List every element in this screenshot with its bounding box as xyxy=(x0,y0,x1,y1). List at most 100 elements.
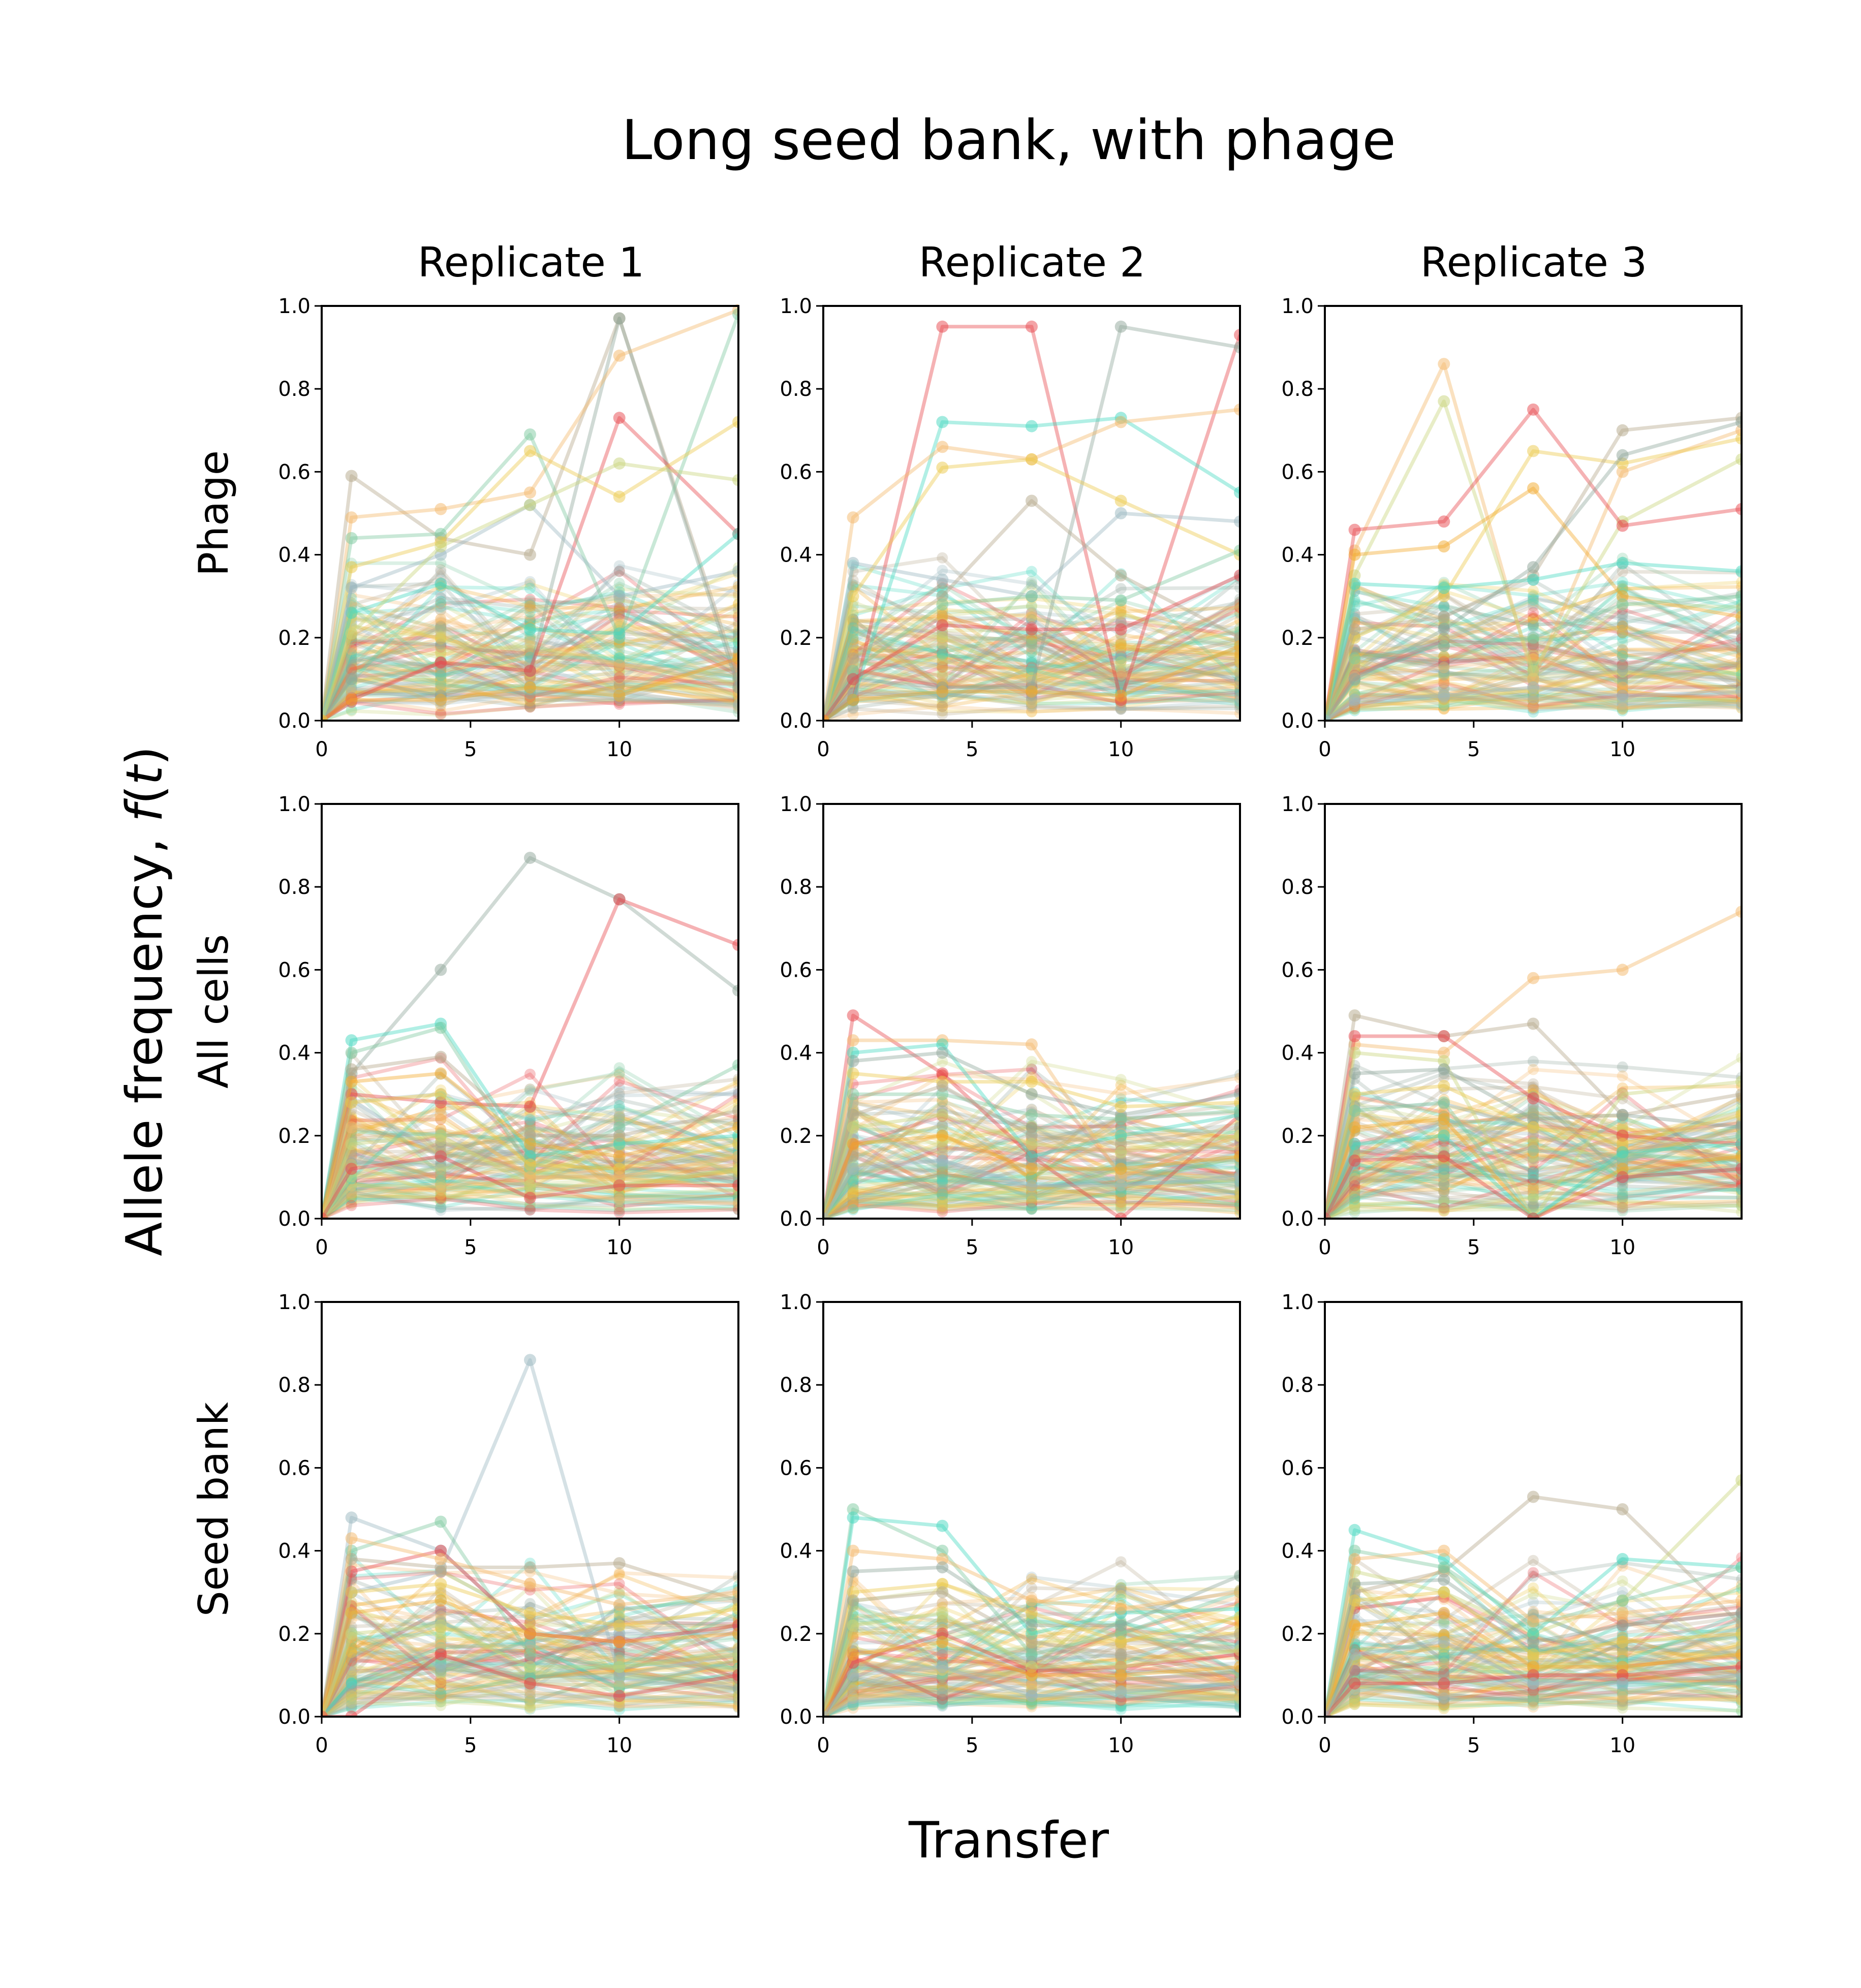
background-point xyxy=(524,1083,536,1095)
series-line xyxy=(322,1155,738,1219)
background-point xyxy=(937,665,948,677)
series-line xyxy=(823,1084,1240,1219)
background-point xyxy=(1026,672,1037,684)
series-point xyxy=(1348,652,1361,665)
background-point xyxy=(346,1185,357,1197)
series-line xyxy=(823,1134,1240,1219)
background-point xyxy=(1438,668,1450,680)
background-point xyxy=(1115,669,1127,680)
series-point xyxy=(524,1661,536,1673)
background-point xyxy=(937,1170,948,1182)
background-trajectory xyxy=(823,1101,1240,1219)
background-trajectory xyxy=(322,1179,738,1219)
background-point xyxy=(937,1699,948,1711)
background-point xyxy=(1528,1192,1539,1204)
background-point xyxy=(435,620,447,632)
series-point xyxy=(435,1648,447,1661)
background-point xyxy=(733,693,738,705)
background-point xyxy=(346,662,357,673)
axes-frame xyxy=(822,803,1241,1220)
background-trajectory xyxy=(1325,653,1742,721)
background-trajectory xyxy=(322,1618,738,1717)
background-trajectory xyxy=(823,586,1240,721)
background-point xyxy=(937,1649,948,1661)
background-point xyxy=(937,610,948,622)
background-point xyxy=(1617,620,1628,632)
background-trajectory xyxy=(823,1119,1240,1219)
background-trajectory xyxy=(322,581,738,721)
background-trajectory xyxy=(322,1607,738,1717)
background-point xyxy=(1234,666,1240,677)
background-point xyxy=(1528,696,1539,708)
series-point xyxy=(1438,581,1450,594)
background-point xyxy=(1438,1186,1450,1198)
series-point xyxy=(1735,1109,1742,1121)
background-point xyxy=(524,637,536,648)
background-point xyxy=(1026,1194,1037,1205)
background-point xyxy=(1026,698,1037,710)
background-point xyxy=(435,679,447,690)
background-point xyxy=(435,1605,447,1617)
background-point xyxy=(1528,1190,1539,1202)
background-trajectory xyxy=(322,564,738,721)
background-trajectory xyxy=(322,1671,738,1717)
background-point xyxy=(937,1689,948,1701)
background-point xyxy=(733,635,738,647)
background-point xyxy=(346,1652,357,1663)
background-point xyxy=(435,1672,447,1684)
background-point xyxy=(1736,699,1742,711)
x-tick-label: 10 xyxy=(1609,1236,1635,1259)
background-point xyxy=(1349,702,1360,714)
series-point xyxy=(1735,565,1742,578)
background-point xyxy=(1736,664,1742,675)
background-point xyxy=(733,1682,738,1694)
background-point xyxy=(1026,701,1037,713)
y-tick-label: 0.0 xyxy=(1281,1207,1314,1231)
background-trajectory xyxy=(1325,583,1742,721)
background-point xyxy=(1736,675,1742,687)
background-point xyxy=(1528,1137,1539,1148)
series-point xyxy=(732,527,738,540)
background-point xyxy=(937,1683,948,1694)
background-point xyxy=(1234,686,1240,698)
background-point xyxy=(847,1150,859,1162)
background-trajectory xyxy=(1325,637,1742,721)
series-point xyxy=(1438,611,1450,623)
background-point xyxy=(1617,675,1628,687)
series-point xyxy=(732,1059,738,1072)
background-trajectory xyxy=(823,1166,1240,1219)
background-point xyxy=(524,1085,536,1097)
background-trajectory xyxy=(322,1136,738,1219)
background-point xyxy=(1617,621,1628,633)
background-point xyxy=(1234,1695,1240,1707)
background-point xyxy=(1736,638,1742,650)
background-point xyxy=(1115,1188,1127,1200)
background-trajectory xyxy=(823,1586,1240,1717)
background-point xyxy=(1026,636,1037,647)
background-point xyxy=(937,1187,948,1199)
background-point xyxy=(1736,663,1742,675)
background-point xyxy=(1617,661,1628,672)
background-point xyxy=(613,1190,625,1201)
background-trajectory xyxy=(322,1137,738,1219)
background-point xyxy=(937,661,948,673)
background-trajectory xyxy=(823,1675,1240,1717)
plot-area xyxy=(823,1503,1240,1717)
background-point xyxy=(733,598,738,610)
background-trajectory xyxy=(322,625,738,721)
series-point xyxy=(732,681,738,694)
background-point xyxy=(1349,1184,1360,1195)
background-point xyxy=(733,691,738,703)
series-point xyxy=(345,694,358,706)
background-point xyxy=(524,691,536,703)
background-point xyxy=(346,1642,357,1654)
background-point xyxy=(435,1608,447,1620)
background-trajectory xyxy=(823,1194,1240,1219)
background-point xyxy=(346,1672,357,1684)
background-point xyxy=(1438,600,1450,611)
background-trajectory xyxy=(823,655,1240,721)
background-trajectory xyxy=(322,676,738,721)
series-line xyxy=(322,897,738,1219)
background-trajectory xyxy=(1325,1075,1742,1219)
background-point xyxy=(1115,674,1127,686)
